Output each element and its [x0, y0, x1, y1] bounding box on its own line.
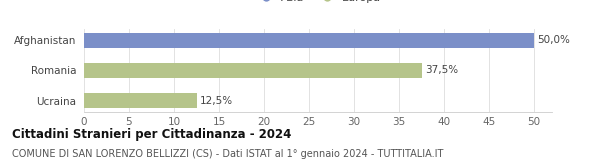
Text: 12,5%: 12,5% — [200, 96, 233, 106]
Bar — [84, 93, 197, 108]
Bar — [84, 63, 421, 78]
Bar — [84, 33, 534, 48]
Text: Cittadini Stranieri per Cittadinanza - 2024: Cittadini Stranieri per Cittadinanza - 2… — [12, 128, 292, 141]
Legend: Asia, Europa: Asia, Europa — [250, 0, 386, 8]
Text: 50,0%: 50,0% — [538, 35, 571, 45]
Text: COMUNE DI SAN LORENZO BELLIZZI (CS) - Dati ISTAT al 1° gennaio 2024 - TUTTITALIA: COMUNE DI SAN LORENZO BELLIZZI (CS) - Da… — [12, 149, 443, 159]
Text: 37,5%: 37,5% — [425, 65, 458, 75]
